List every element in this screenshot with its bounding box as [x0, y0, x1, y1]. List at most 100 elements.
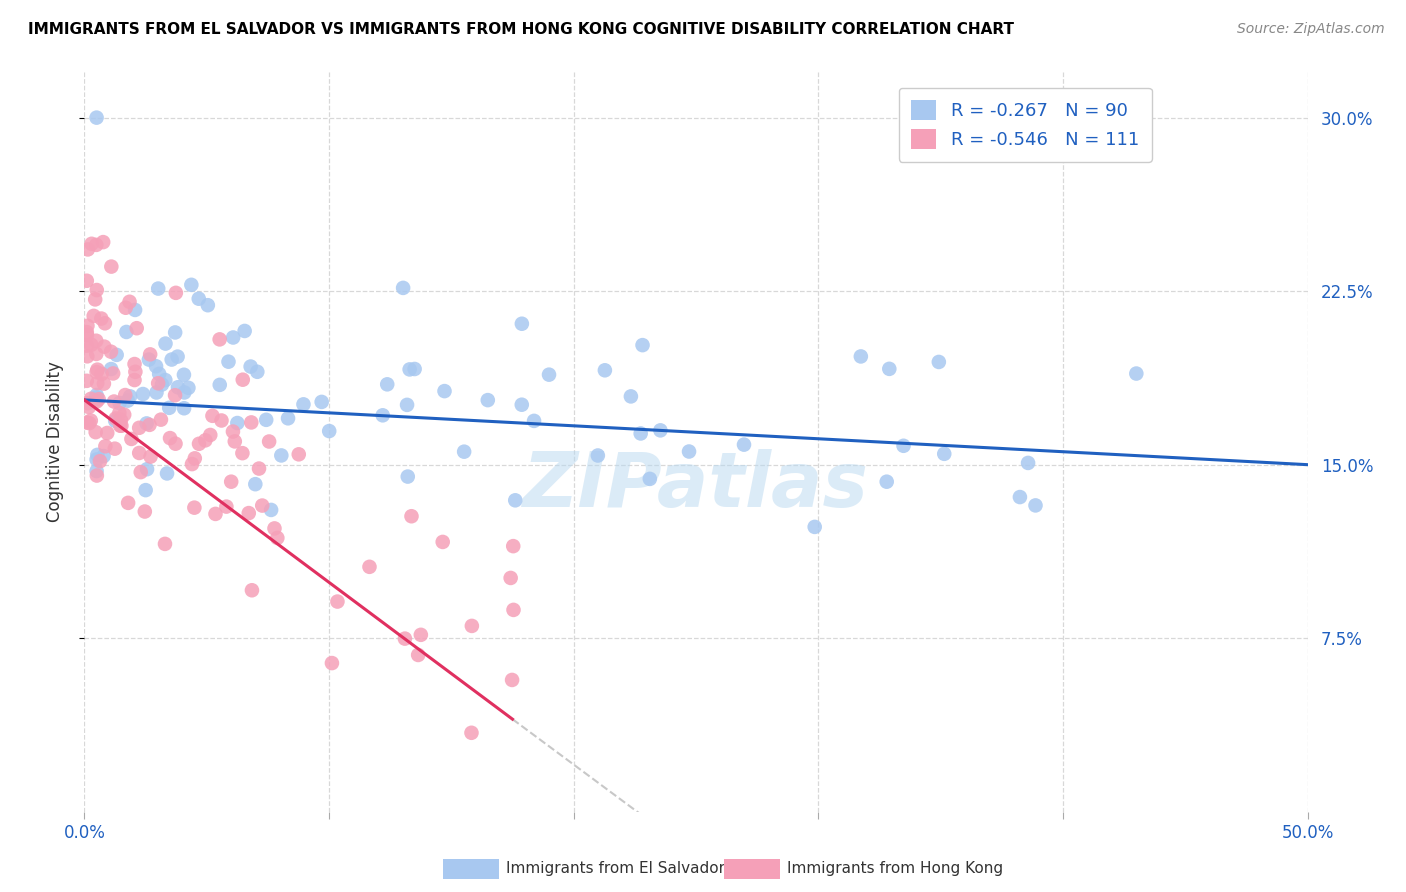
Point — [135, 483, 157, 497]
Point — [499, 571, 522, 585]
Point — [94, 316, 117, 330]
Point — [1008, 490, 1031, 504]
Point — [586, 449, 609, 463]
Point — [110, 413, 132, 427]
Point — [453, 444, 475, 458]
Point — [104, 442, 127, 456]
Point — [153, 537, 176, 551]
Point — [86, 391, 108, 405]
Point — [181, 457, 204, 471]
Point — [167, 380, 190, 394]
Text: ZIPatlas: ZIPatlas — [523, 449, 869, 523]
Point — [86, 111, 108, 125]
Point — [139, 450, 162, 464]
Point — [222, 330, 245, 344]
Point — [105, 348, 128, 362]
Point — [165, 326, 187, 340]
Point — [148, 367, 170, 381]
Point — [879, 362, 901, 376]
Point — [115, 325, 138, 339]
Point — [630, 426, 652, 441]
Point — [803, 520, 825, 534]
Point — [93, 376, 115, 391]
Point — [104, 414, 127, 428]
Point — [287, 447, 309, 461]
Point — [394, 632, 416, 646]
Point — [86, 365, 108, 379]
Point — [132, 387, 155, 401]
Point — [84, 347, 107, 361]
Point — [409, 628, 432, 642]
Point — [211, 413, 233, 427]
Point — [112, 408, 135, 422]
Point — [180, 277, 202, 292]
Point — [238, 506, 260, 520]
Point — [76, 396, 98, 410]
Point — [117, 496, 139, 510]
Point — [503, 493, 526, 508]
Point — [86, 448, 108, 462]
Point — [502, 539, 524, 553]
Point — [183, 500, 205, 515]
Point — [1017, 456, 1039, 470]
Point — [114, 301, 136, 315]
Point — [94, 439, 117, 453]
Point — [678, 444, 700, 458]
Point — [200, 428, 222, 442]
Point — [83, 309, 105, 323]
Point — [129, 465, 152, 479]
Point — [124, 373, 146, 387]
Point — [254, 413, 277, 427]
Point — [104, 411, 127, 425]
Point — [86, 376, 108, 390]
Point — [76, 328, 98, 343]
Point — [87, 392, 110, 407]
Point — [100, 344, 122, 359]
Point — [461, 619, 484, 633]
Point — [277, 411, 299, 425]
Point — [149, 412, 172, 426]
Point — [100, 362, 122, 376]
Point — [194, 434, 217, 448]
Point — [510, 398, 533, 412]
Point — [76, 318, 98, 333]
Point — [240, 416, 263, 430]
Point — [160, 352, 183, 367]
Point — [204, 507, 226, 521]
Point — [173, 385, 195, 400]
Point — [359, 559, 381, 574]
Point — [934, 447, 956, 461]
Point — [226, 416, 249, 430]
Point — [893, 439, 915, 453]
Y-axis label: Cognitive Disability: Cognitive Disability — [45, 361, 63, 522]
Point — [76, 243, 98, 257]
Point — [631, 338, 654, 352]
Point — [110, 418, 132, 433]
Point — [173, 401, 195, 416]
Point — [114, 388, 136, 402]
Point — [321, 656, 343, 670]
Point — [135, 417, 157, 431]
Point — [188, 437, 211, 451]
Point — [89, 454, 111, 468]
Point — [177, 381, 200, 395]
Point — [101, 367, 124, 381]
Point — [733, 437, 755, 451]
Point — [93, 449, 115, 463]
Point — [222, 425, 245, 439]
Point — [155, 373, 177, 387]
Point — [138, 417, 160, 432]
Point — [245, 477, 267, 491]
Point — [124, 365, 146, 379]
Point — [318, 424, 340, 438]
Point — [537, 368, 560, 382]
Point — [477, 393, 499, 408]
Point — [76, 416, 98, 430]
Point — [155, 336, 177, 351]
Point — [165, 436, 187, 450]
Point — [108, 418, 131, 433]
Point — [311, 395, 333, 409]
Point — [145, 359, 167, 374]
Point — [90, 367, 112, 381]
Text: Immigrants from El Salvador: Immigrants from El Salvador — [506, 862, 725, 876]
